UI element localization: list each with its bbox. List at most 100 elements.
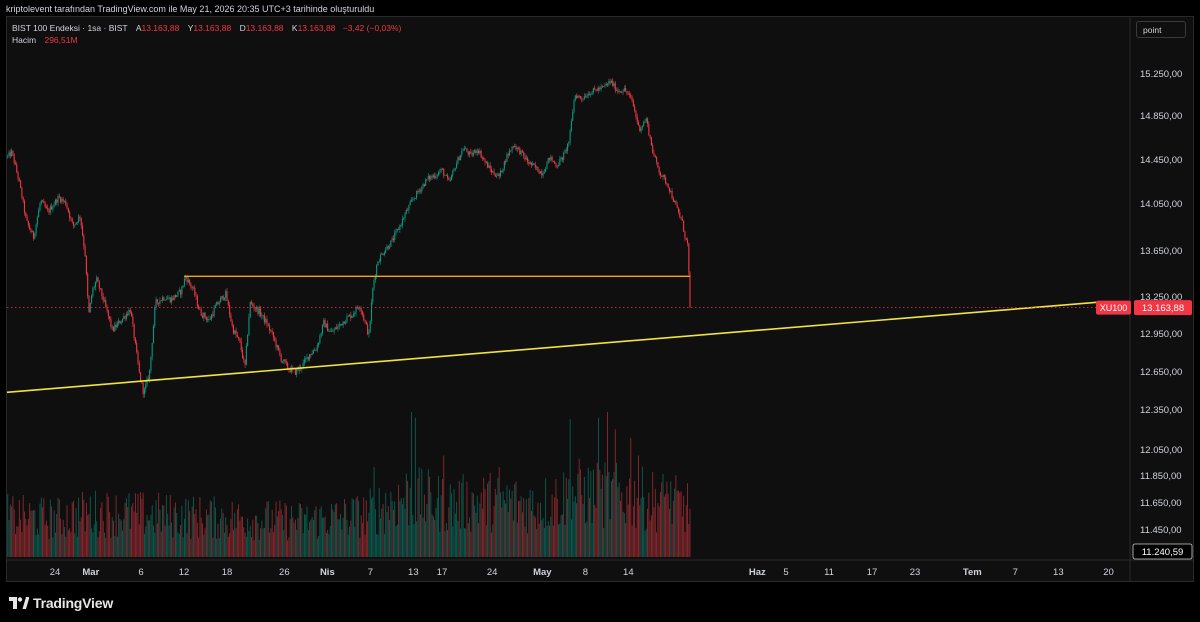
- candle: [365, 321, 367, 325]
- volume-bar: [683, 495, 685, 557]
- volume-bar: [80, 517, 82, 557]
- volume-bar: [404, 508, 406, 557]
- volume-bar: [211, 501, 212, 557]
- volume-bar: [119, 518, 121, 557]
- volume-bar: [328, 534, 330, 557]
- volume-bar: [123, 519, 125, 557]
- candle: [426, 179, 428, 180]
- volume-bar: [365, 500, 367, 557]
- candle: [75, 222, 77, 225]
- volume-bar: [532, 490, 534, 557]
- candle: [218, 302, 220, 305]
- tradingview-logo[interactable]: TradingView: [9, 595, 113, 611]
- candle: [161, 297, 164, 301]
- candle: [493, 171, 495, 175]
- volume-bar: [502, 491, 504, 557]
- volume-bar: [235, 528, 237, 557]
- support-trendline[interactable]: [6, 301, 1102, 394]
- volume-bar: [447, 529, 449, 557]
- candle: [381, 253, 383, 255]
- candle: [370, 302, 373, 321]
- volume-bar: [403, 497, 405, 557]
- candle: [70, 217, 72, 219]
- volume-bar: [227, 536, 229, 557]
- candle: [519, 148, 521, 155]
- volume-bar: [122, 530, 123, 557]
- volume-bar: [503, 500, 505, 557]
- candle: [71, 218, 73, 223]
- volume-bar: [391, 500, 393, 557]
- candle: [443, 169, 445, 176]
- volume-bar: [62, 519, 64, 557]
- volume-bar: [476, 495, 478, 557]
- candle: [683, 220, 685, 232]
- volume-bar: [586, 521, 588, 557]
- candle: [231, 321, 233, 326]
- candle: [484, 159, 486, 163]
- symbol-name[interactable]: BIST 100 Endeksi · 1sa · BIST: [12, 23, 128, 33]
- volume-bar: [541, 520, 543, 557]
- volume-label[interactable]: Hacim: [12, 35, 37, 45]
- volume-bar: [405, 473, 407, 557]
- candle: [485, 162, 487, 164]
- volume-bar: [13, 509, 15, 557]
- candle: [378, 261, 380, 263]
- candle: [183, 278, 185, 286]
- volume-bar: [521, 512, 523, 557]
- candle: [569, 131, 571, 142]
- volume-bar: [158, 492, 160, 557]
- candle: [623, 88, 625, 92]
- volume-bar: [647, 508, 648, 557]
- volume-bar: [332, 509, 334, 557]
- price-tick-label: 15.250,00: [1140, 69, 1182, 80]
- volume-bar: [351, 498, 353, 557]
- time-tick-label: 5: [783, 567, 788, 578]
- candle: [528, 162, 530, 165]
- volume-bar: [89, 496, 91, 557]
- volume-bar: [301, 508, 303, 557]
- time-tick-label: 13: [1053, 567, 1064, 578]
- candle: [585, 96, 587, 98]
- volume-bar: [441, 478, 443, 557]
- volume-bar: [594, 504, 596, 557]
- candle: [557, 165, 560, 167]
- candle: [338, 324, 340, 327]
- volume-bar: [223, 532, 225, 557]
- volume-bar: [638, 455, 639, 557]
- candle: [510, 150, 512, 152]
- candle: [45, 206, 47, 208]
- candle: [106, 306, 108, 311]
- volume-bar: [283, 530, 285, 557]
- volume-bar: [485, 525, 487, 557]
- volume-bar: [329, 525, 331, 557]
- volume-bar: [129, 528, 131, 557]
- volume-bar: [635, 527, 637, 557]
- candle: [663, 175, 665, 178]
- candle: [173, 295, 175, 300]
- candle: [661, 175, 663, 177]
- candle: [630, 94, 632, 97]
- volume-bar: [196, 522, 198, 557]
- point-button[interactable]: point: [1136, 21, 1186, 38]
- candle: [102, 296, 104, 301]
- volume-bar: [61, 534, 63, 557]
- volume-bar: [269, 532, 271, 557]
- candle: [34, 233, 36, 239]
- candle: [398, 229, 400, 230]
- candle: [214, 305, 216, 309]
- volume-bar: [65, 536, 67, 557]
- candle: [634, 106, 636, 111]
- candle: [372, 288, 374, 303]
- volume-bar: [478, 523, 480, 557]
- volume-bar: [168, 525, 170, 557]
- time-tick-label: 11: [824, 567, 834, 578]
- candle: [644, 121, 646, 123]
- volume-bar: [100, 507, 102, 557]
- symbol-tag[interactable]: [1096, 300, 1131, 315]
- candle: [118, 320, 120, 324]
- volume-bar: [687, 483, 688, 557]
- candle: [586, 96, 588, 98]
- candle: [279, 350, 281, 356]
- candle: [550, 156, 552, 160]
